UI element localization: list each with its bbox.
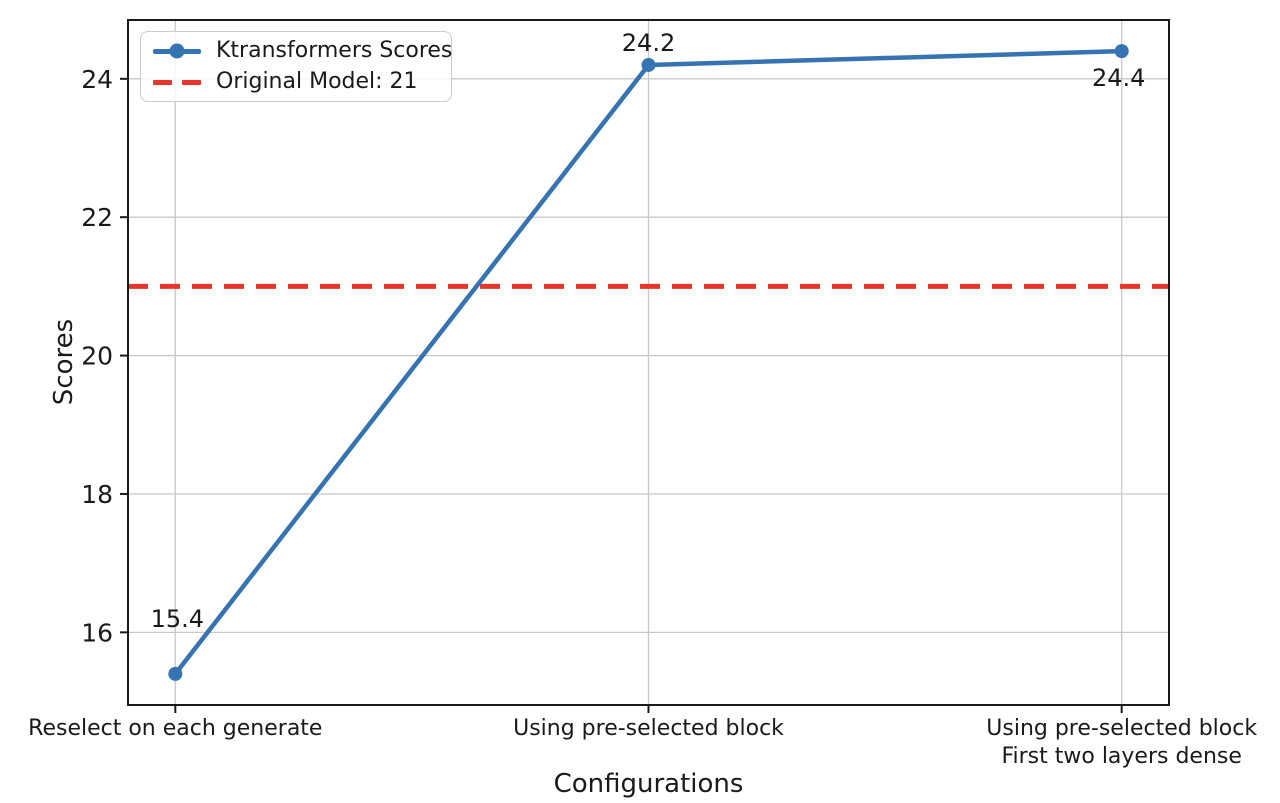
legend-item-original-model: Original Model: 21 — [153, 71, 437, 93]
point-value-label: 24.2 — [622, 29, 675, 57]
point-value-label: 15.4 — [151, 605, 204, 633]
x-tick-label: Using pre-selected block — [513, 716, 784, 741]
legend-marker-dot-icon — [169, 43, 185, 59]
data-point-marker — [641, 57, 656, 72]
y-tick-label: 22 — [81, 203, 113, 232]
legend-dash-segment-icon — [182, 79, 201, 85]
legend: Ktransformers Scores Original Model: 21 — [140, 31, 452, 102]
y-axis-label: Scores — [49, 319, 79, 405]
y-tick-label: 18 — [81, 480, 113, 509]
legend-dash-segment-icon — [153, 79, 172, 85]
legend-line-sample-icon — [153, 43, 201, 59]
y-tick-label: 16 — [81, 618, 113, 647]
data-point-marker — [1114, 44, 1129, 59]
legend-label-series: Ktransformers Scores — [216, 38, 453, 63]
y-tick-label: 20 — [81, 342, 113, 371]
point-value-label: 24.4 — [1092, 64, 1145, 92]
data-point-marker — [168, 666, 183, 681]
legend-dash-sample-icon — [153, 79, 201, 85]
legend-label-reference: Original Model: 21 — [216, 69, 418, 94]
x-axis-label: Configurations — [554, 769, 744, 799]
x-tick-label: Reselect on each generate — [28, 716, 322, 741]
legend-item-ktransformers-scores: Ktransformers Scores — [153, 40, 452, 62]
y-tick-label: 24 — [81, 65, 113, 94]
x-tick-label: Using pre-selected block First two layers… — [986, 716, 1257, 769]
